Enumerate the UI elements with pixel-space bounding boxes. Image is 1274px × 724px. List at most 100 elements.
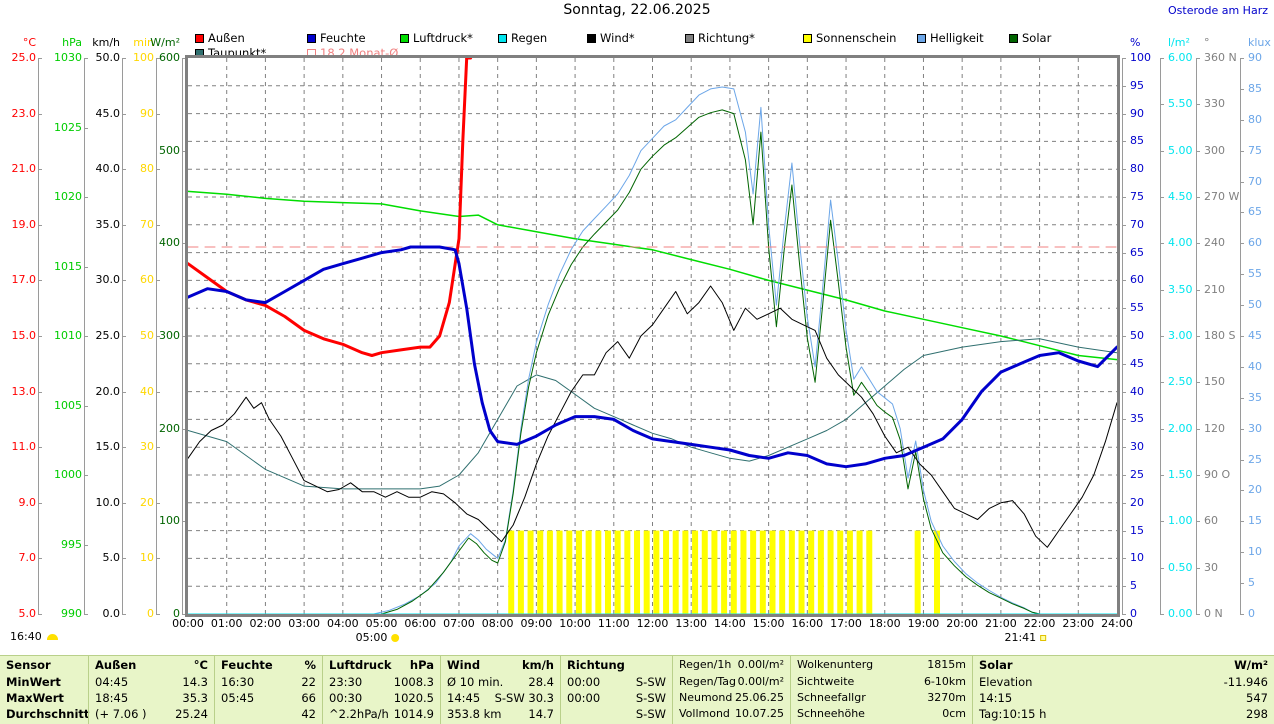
- axis-brightness-tick: 20: [1248, 483, 1262, 497]
- legend-swatch: [685, 34, 694, 43]
- table-row: 00:30 1020.5: [323, 691, 440, 708]
- axis-brightness-tickmark: [1240, 490, 1244, 492]
- axis-solar-tick: 100: [159, 514, 180, 528]
- sunshine-bar: [721, 530, 728, 614]
- legend-feuchte[interactable]: Feuchte: [307, 31, 366, 45]
- axis-brightness-tick: 40: [1248, 359, 1262, 373]
- axis-direction-unit: °: [1204, 36, 1210, 49]
- axis-wind-tickmark: [122, 447, 126, 449]
- axis-rain-tick: 6.00: [1168, 51, 1193, 64]
- table-cell-label: 353.8 km: [447, 707, 502, 721]
- axis-rain-tick: 1.00: [1168, 514, 1193, 528]
- axis-humidity-unit: %: [1130, 36, 1141, 49]
- axis-brightness-tick: 60: [1248, 236, 1262, 250]
- axis-humidity-tick: 95: [1130, 78, 1144, 92]
- axis-direction-tickmark: [1196, 289, 1200, 291]
- x-axis-tick-label: 10:00: [559, 617, 591, 630]
- x-axis-tick-label: 23:00: [1062, 617, 1095, 630]
- axis-brightness-tickmark: [1240, 521, 1244, 523]
- table-cell-label: Wolkenunterg: [797, 658, 874, 671]
- sunshine-bar: [634, 530, 641, 614]
- sunshine-bar: [653, 530, 660, 614]
- legend-helligkeit[interactable]: Helligkeit: [917, 31, 984, 45]
- x-axis-tick-label: 21:00: [985, 617, 1017, 630]
- axis-brightness-tickmark: [1240, 150, 1244, 152]
- axis-brightness-tick: 5: [1248, 576, 1255, 590]
- axis-humidity-tickmark: [1122, 252, 1126, 254]
- sunshine-bar: [624, 530, 631, 614]
- axis-brightness-tickmark: [1240, 397, 1244, 399]
- sunshine-bar: [682, 530, 689, 614]
- axis-humidity-tickmark: [1122, 586, 1126, 588]
- sunshine-bar: [788, 530, 795, 614]
- legend-wind[interactable]: Wind*: [587, 31, 635, 45]
- axis-rain-tickmark: [1160, 567, 1164, 569]
- axis-wind-tick: 0.0: [102, 607, 121, 620]
- axis-brightness-tick: 10: [1248, 545, 1262, 559]
- table-cell-label: Schneefallgr: [797, 691, 866, 704]
- axis-pressure-unit: hPa: [62, 36, 82, 49]
- table-row: Regen/1h 0.00l/m²: [673, 658, 790, 675]
- axis-rain-tickmark: [1160, 614, 1164, 615]
- legend-aussen[interactable]: Außen: [195, 31, 245, 45]
- table-cell-label: 14:15: [979, 691, 1013, 705]
- table-row: 18:45 35.3: [89, 691, 214, 708]
- table-cell-label: Ø 10 min.: [447, 675, 504, 689]
- axis-rain-tick: 3.00: [1168, 329, 1193, 342]
- sunshine-bar: [585, 530, 592, 614]
- sunshine-bar: [827, 530, 834, 614]
- axis-humidity-tickmark: [1122, 447, 1126, 449]
- axis-solar-tickmark: [182, 243, 186, 245]
- legend-label: Richtung*: [698, 31, 755, 45]
- table-header-row: Sensor: [0, 658, 88, 675]
- table-row: Tag:10:15 h 298: [973, 707, 1274, 724]
- series-taupunkt-: [188, 338, 1117, 490]
- axis-brightness-tick: 90: [1248, 51, 1262, 64]
- sunshine-bar: [769, 530, 776, 614]
- axis-sunshine-tickmark: [156, 447, 160, 449]
- axis-humidity-tick: 30: [1130, 440, 1144, 454]
- axis-rain-tickmark: [1160, 521, 1164, 523]
- sunshine-bar: [817, 530, 824, 614]
- legend-sonnenschein[interactable]: Sonnenschein: [803, 31, 896, 45]
- legend-regen[interactable]: Regen: [498, 31, 547, 45]
- axis-wind-tick: 5.0: [102, 551, 121, 565]
- table-row: 14:45 S-SW 30.3: [441, 691, 560, 708]
- axis-sunshine-tick: 70: [140, 217, 154, 231]
- axis-direction: ° 360 N 330 300 270 W 240 210 180 S 150 120 90 O 60…: [1196, 36, 1242, 620]
- legend-solar[interactable]: Solar: [1009, 31, 1051, 45]
- axis-temperature-tickmark: [38, 224, 42, 226]
- axis-direction-tickmark: [1196, 521, 1200, 523]
- legend-label: Luftdruck*: [413, 31, 473, 45]
- axis-brightness-tickmark: [1240, 181, 1244, 183]
- axis-humidity-tick: 55: [1130, 301, 1144, 315]
- axis-sunshine-tickmark: [156, 558, 160, 560]
- table-row: Regen/Tag 0.00l/m²: [673, 675, 790, 692]
- table-cell-label: Regen/1h: [679, 658, 732, 671]
- table-cell-value: 35.3: [182, 691, 208, 705]
- axis-humidity-tickmark: [1122, 558, 1126, 560]
- table-cell-label: ^2.2hPa/h: [329, 707, 389, 721]
- axis-humidity-tick: 40: [1130, 384, 1144, 398]
- table-cell-value: 1815m: [927, 658, 966, 671]
- axis-humidity-tick: 5: [1130, 579, 1137, 593]
- axis-brightness-tick: 30: [1248, 421, 1262, 435]
- table-row: Schneefallgr 3270m: [791, 691, 972, 708]
- table-cell-value: 28.4: [528, 675, 554, 689]
- axis-direction-tickmark: [1196, 614, 1200, 615]
- axis-humidity-tick: 25: [1130, 468, 1144, 481]
- sunset-time: 21:41: [1004, 631, 1037, 644]
- table-cell-label: 18:45: [95, 691, 129, 705]
- table-header-row: Luftdruck hPa: [323, 658, 440, 675]
- axis-solar-tickmark: [182, 614, 186, 615]
- legend-luftdruck[interactable]: Luftdruck*: [400, 31, 473, 45]
- table-cell-label: 14:45: [447, 691, 481, 705]
- axis-brightness-tickmark: [1240, 243, 1244, 245]
- legend-swatch: [587, 34, 596, 43]
- sunshine-bar: [730, 530, 737, 614]
- sunshine-bar: [692, 530, 699, 614]
- legend-richtung[interactable]: Richtung*: [685, 31, 755, 45]
- axis-temperature-tick: 7.0: [18, 551, 37, 565]
- table-cell-value: 14.7: [528, 707, 554, 721]
- axis-direction-tick: 0 N: [1204, 607, 1223, 620]
